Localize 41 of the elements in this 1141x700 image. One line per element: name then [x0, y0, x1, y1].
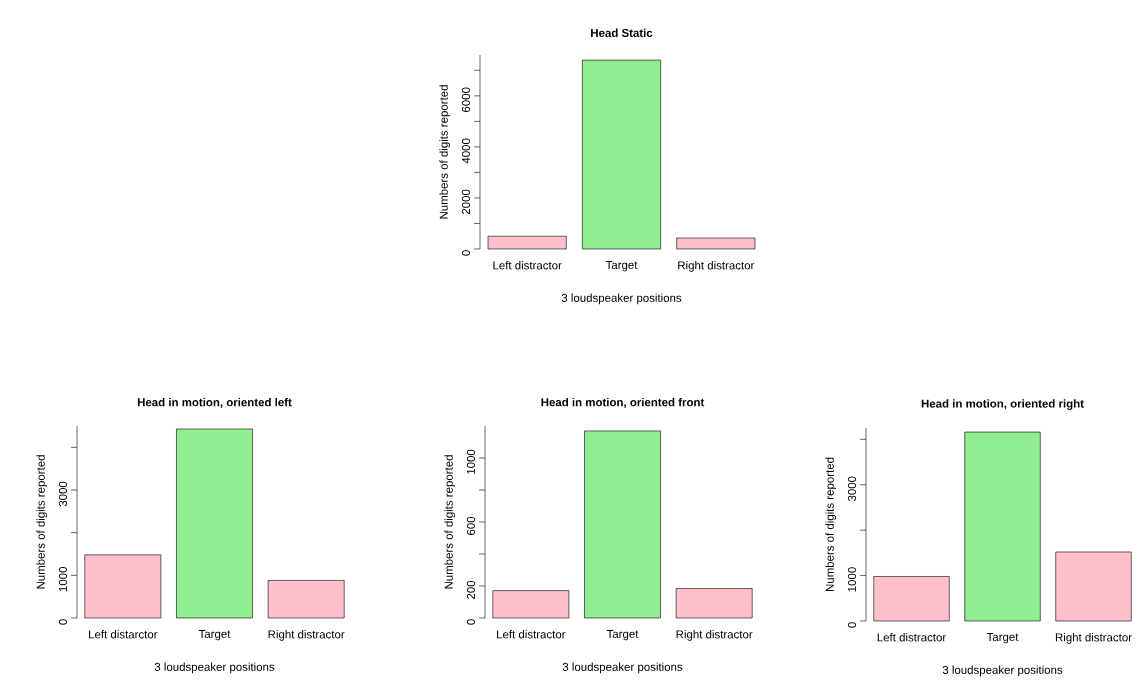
y-tick-label: 1000 — [58, 567, 67, 592]
x-tick-label: Left distractor — [497, 630, 566, 639]
y-tick-label: 1000 — [466, 449, 475, 474]
y-tick-label: 0 — [466, 619, 475, 625]
chart-title: Head Static — [591, 28, 653, 37]
bar — [492, 590, 570, 619]
bar — [584, 430, 661, 619]
y-tick-label: 0 — [847, 622, 856, 628]
y-axis-title: Numbers of digits reported — [439, 85, 451, 219]
y-tick-label: 3000 — [58, 481, 67, 507]
y-axis-title: Numbers of digits reported — [36, 455, 48, 589]
y-tick-label: 200 — [466, 580, 475, 599]
x-axis-title: 3 loudspeaker positions — [562, 662, 683, 674]
x-tick-label: Left distractor — [877, 633, 947, 642]
x-axis-title: 3 loudspeaker positions — [561, 293, 682, 305]
chart-title: Head in motion, oriented front — [541, 397, 705, 408]
y-tick-label: 4000 — [461, 138, 470, 164]
y-tick-label: 1000 — [847, 567, 856, 592]
x-tick-label: Right distractor — [1055, 633, 1132, 644]
y-axis-title: Numbers of digits reported — [444, 455, 456, 589]
x-axis-title: 3 loudspeaker positions — [154, 662, 275, 674]
x-axis-title: 3 loudspeaker positions — [942, 665, 1063, 677]
x-tick-label: Left distarctor — [89, 630, 158, 639]
y-tick-label: 0 — [461, 250, 470, 256]
y-tick-label: 600 — [466, 516, 475, 535]
bar — [675, 588, 753, 619]
x-tick-label: Right distractor — [676, 630, 753, 641]
y-tick-label: 0 — [58, 619, 67, 625]
chart-title: Head in motion, oriented left — [137, 397, 292, 408]
y-tick-label: 6000 — [461, 87, 470, 112]
x-tick-label: Left distractor — [493, 261, 562, 270]
x-tick-label: Target — [198, 630, 231, 641]
x-tick-label: Right distractor — [678, 261, 755, 272]
x-tick-label: Target — [986, 633, 1019, 644]
x-tick-label: Right distractor — [268, 630, 345, 641]
y-axis-title: Numbers of digits reported — [825, 457, 837, 592]
x-tick-label: Target — [606, 630, 639, 641]
y-tick-label: 3000 — [847, 476, 856, 502]
x-tick-label: Target — [605, 261, 638, 272]
chart-title: Head in motion, oriented right — [921, 399, 1084, 410]
y-tick-label: 2000 — [461, 189, 470, 215]
